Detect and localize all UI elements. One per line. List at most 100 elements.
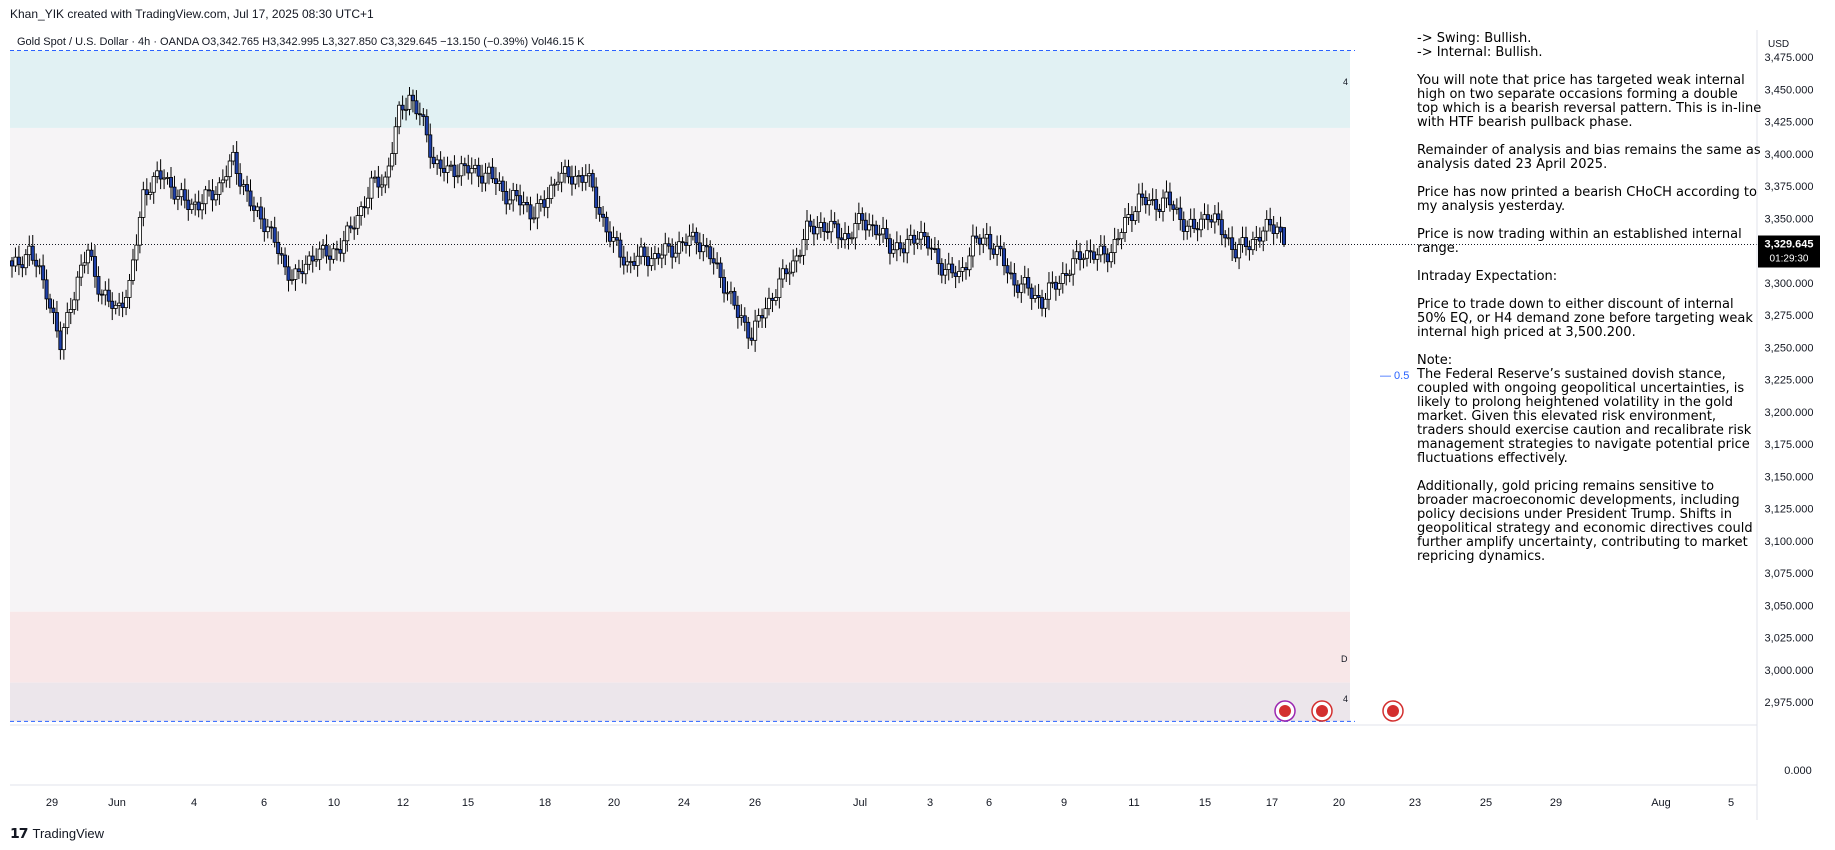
- candle-body: [1195, 228, 1200, 231]
- price-tick-label: 3,225.000: [1765, 375, 1814, 387]
- candle-body: [200, 203, 205, 211]
- candle-body: [1109, 252, 1114, 263]
- economic-event-icons[interactable]: [1274, 700, 1404, 722]
- price-tick-label: 3,350.000: [1765, 213, 1814, 225]
- candle-body: [1140, 193, 1145, 198]
- candle-body: [82, 262, 87, 266]
- candle-body: [203, 189, 208, 205]
- note-fed: The Federal Reserve’s sustained dovish s…: [1417, 367, 1752, 466]
- candle-body: [473, 164, 478, 169]
- candle-body: [822, 222, 827, 232]
- candle-body: [659, 254, 664, 259]
- candle-body: [314, 259, 319, 262]
- candle-body: [815, 226, 820, 235]
- candle-body: [103, 289, 108, 296]
- candle-body: [770, 297, 775, 301]
- candle-body: [677, 241, 682, 254]
- candle-body: [829, 220, 834, 233]
- candle-body: [735, 304, 740, 318]
- candle-body: [621, 256, 626, 266]
- candle-body: [1271, 224, 1276, 234]
- candle-body: [680, 241, 685, 244]
- candles-group: [9, 86, 1287, 360]
- candle-body: [1216, 213, 1221, 220]
- candle-body: [507, 199, 512, 205]
- price-tick-label: 3,475.000: [1765, 52, 1814, 64]
- candle-body: [728, 291, 733, 294]
- candle-body: [234, 151, 239, 174]
- candle-body: [1264, 218, 1269, 232]
- candle-body: [404, 108, 409, 111]
- candle-body: [1188, 218, 1193, 227]
- price-chart[interactable]: Gold Spot / U.S. Dollar · 4h · OANDA O3,…: [0, 30, 1835, 820]
- candle-body: [970, 235, 975, 257]
- candle-body: [1192, 218, 1197, 230]
- candle-body: [628, 261, 633, 263]
- last-price-value: 3,329.645: [1765, 239, 1814, 251]
- tradingview-logo[interactable]: 𝟭𝟳 TradingView: [10, 825, 104, 842]
- candle-body: [922, 232, 927, 237]
- candle-body: [1119, 232, 1124, 240]
- candle-body: [54, 312, 59, 332]
- candle-body: [611, 237, 616, 242]
- candle-body: [359, 206, 364, 216]
- time-tick-label: Aug: [1651, 797, 1671, 809]
- candle-body: [697, 242, 702, 253]
- candle-body: [327, 255, 332, 260]
- candle-body: [1043, 298, 1048, 309]
- candle-body: [245, 184, 250, 192]
- candle-body: [915, 238, 920, 244]
- last-price-tag: [1758, 235, 1820, 268]
- candle-body: [891, 249, 896, 254]
- candle-body: [808, 220, 813, 227]
- time-axis[interactable]: 29 Jun 4 6 10 12 15 18 20 24 26 Jul 3 6 9 11 15 17 20 23 25 2…: [46, 797, 1734, 809]
- candle-body: [65, 312, 70, 328]
- candle-body: [58, 330, 63, 351]
- candle-body: [217, 182, 222, 195]
- candle-body: [687, 235, 692, 246]
- candle-body: [1150, 199, 1155, 201]
- candle-body: [981, 237, 986, 245]
- candle-body: [476, 164, 481, 177]
- candle-body: [625, 261, 630, 266]
- candle-body: [193, 201, 198, 205]
- candle-body: [531, 217, 536, 220]
- candle-body: [1167, 191, 1172, 206]
- candle-body: [1161, 197, 1166, 212]
- candle-body: [974, 235, 979, 239]
- price-tick-label: 3,025.000: [1765, 633, 1814, 645]
- candle-body: [791, 260, 796, 273]
- candle-body: [86, 249, 91, 264]
- candle-body: [649, 258, 654, 267]
- candle-body: [37, 265, 42, 268]
- price-tick-label: 3,450.000: [1765, 84, 1814, 96]
- candle-body: [175, 196, 180, 200]
- candle-body: [251, 205, 256, 211]
- candle-body: [1254, 237, 1259, 240]
- time-tick-label: 26: [749, 797, 761, 809]
- candle-body: [1205, 214, 1210, 221]
- price-tick-label: 3,400.000: [1765, 149, 1814, 161]
- candle-body: [950, 263, 955, 274]
- time-tick-label: 18: [539, 797, 551, 809]
- candle-body: [1002, 248, 1007, 267]
- candle-body: [442, 167, 447, 173]
- candle-body: [694, 231, 699, 244]
- candle-body: [894, 242, 899, 251]
- candle-body: [832, 220, 837, 225]
- candle-body: [1223, 234, 1228, 239]
- price-tick-label: 3,175.000: [1765, 439, 1814, 451]
- candle-body: [27, 245, 32, 256]
- time-tick-label: Jun: [108, 797, 126, 809]
- candle-body: [867, 224, 872, 231]
- candle-body: [224, 176, 229, 181]
- candle-body: [1008, 272, 1013, 275]
- candle-body: [369, 177, 374, 199]
- supply-zone-label: 4: [1343, 77, 1348, 87]
- candle-body: [137, 216, 142, 246]
- price-axis[interactable]: 2,975.000 3,000.000 3,025.000 3,050.000 3,07…: [1765, 52, 1814, 709]
- tradingview-brand: TradingView: [32, 826, 105, 841]
- candle-body: [760, 315, 765, 319]
- candle-body: [148, 191, 153, 196]
- candle-body: [1257, 237, 1262, 242]
